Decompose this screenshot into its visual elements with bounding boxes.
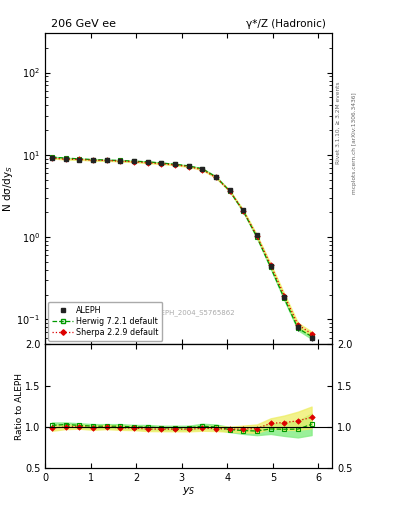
- Y-axis label: N dσ/dy$_S$: N dσ/dy$_S$: [1, 165, 15, 212]
- Legend: ALEPH, Herwig 7.2.1 default, Sherpa 2.2.9 default: ALEPH, Herwig 7.2.1 default, Sherpa 2.2.…: [48, 302, 162, 341]
- X-axis label: y$_S$: y$_S$: [182, 485, 195, 497]
- Y-axis label: Ratio to ALEPH: Ratio to ALEPH: [15, 373, 24, 440]
- Text: ALEPH_2004_S5765862: ALEPH_2004_S5765862: [153, 310, 236, 316]
- Text: Rivet 3.1.10, ≥ 3.2M events: Rivet 3.1.10, ≥ 3.2M events: [336, 81, 341, 164]
- Text: 206 GeV ee: 206 GeV ee: [51, 18, 116, 29]
- Text: mcplots.cern.ch [arXiv:1306.3436]: mcplots.cern.ch [arXiv:1306.3436]: [352, 93, 357, 194]
- Text: γ*/Z (Hadronic): γ*/Z (Hadronic): [246, 18, 326, 29]
